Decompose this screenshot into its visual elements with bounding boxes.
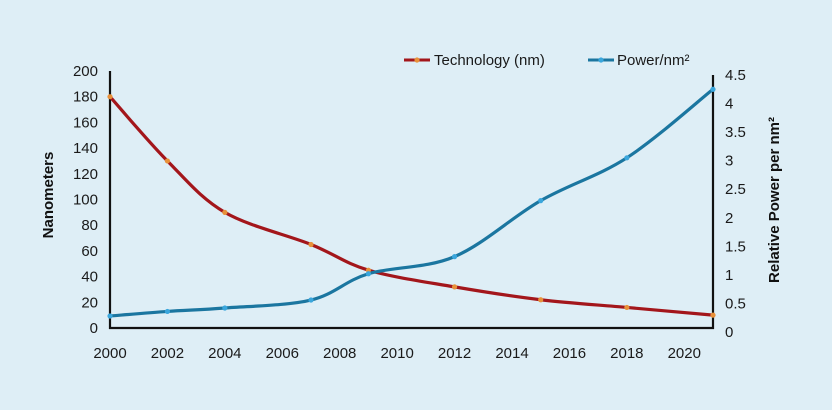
x-tick-label: 2002 [151,345,184,362]
series-line-1 [108,95,715,317]
y-axis-title-right: Relative Power per nm² [766,117,783,283]
data-point [308,297,314,303]
series-markers [107,86,716,319]
y-tick-label-left: 100 [73,192,98,209]
x-tick-label: 2016 [553,345,586,362]
y-tick-label-left: 20 [81,294,98,311]
y-tick-label-left: 160 [73,114,98,131]
legend: Technology (nm) Power/nm² [404,52,690,69]
y-tick-label-right: 2.5 [725,181,746,198]
y-tick-label-right: 1.5 [725,238,746,255]
y-tick-label-right: 4.5 [725,67,746,84]
legend-swatch-marker [598,57,604,63]
y-tick-label-left: 40 [81,269,98,286]
y-tick-label-right: 3.5 [725,124,746,141]
y-tick-label-right: 4 [725,96,733,113]
data-point [164,158,171,164]
series-line-2 [108,87,715,318]
data-point [710,86,716,92]
data-point [538,297,544,303]
y-tick-label-left: 0 [90,320,98,337]
y-tick-label-left: 140 [73,140,98,157]
x-tick-label: 2006 [266,345,299,362]
data-point [107,94,113,100]
y-tick-label-left: 200 [73,63,98,80]
axes [108,71,715,330]
y-tick-label-right: 0 [725,324,733,341]
data-point [538,198,544,204]
tick-labels: 2000 2002 2004 2006 2008 2010 2012 2014 2016 2018… [73,63,746,362]
data-point [222,305,228,311]
data-point [451,254,458,260]
data-point [710,312,716,318]
data-point [107,313,113,319]
data-point [624,304,630,311]
data-point [624,155,630,161]
legend-label: Power/nm² [617,52,690,69]
x-tick-label: 2000 [93,345,126,362]
y-tick-label-right: 1 [725,267,733,284]
x-tick-label: 2014 [495,345,528,362]
legend-item: Technology (nm) [404,52,545,69]
y-axis-title-left: Nanometers [40,152,57,239]
x-tick-label: 2020 [668,345,701,362]
y-tick-label-left: 120 [73,166,98,183]
y-tick-label-right: 2 [725,210,733,227]
data-point [308,241,314,248]
x-tick-label: 2008 [323,345,356,362]
y-tick-label-left: 180 [73,89,98,106]
legend-label: Technology (nm) [434,52,545,69]
x-tick-label: 2010 [380,345,413,362]
y-tick-label-left: 80 [81,217,98,234]
x-tick-label: 2018 [610,345,643,362]
data-point [164,308,171,315]
legend-item: Power/nm² [588,52,690,69]
x-tick-label: 2012 [438,345,471,362]
data-point [222,209,228,215]
y-tick-label-right: 3 [725,153,733,170]
legend-swatch-marker [414,57,420,63]
x-tick-label: 2004 [208,345,241,362]
data-point [365,271,372,277]
y-tick-label-left: 60 [81,243,98,260]
data-point [365,267,372,273]
data-point [451,284,458,290]
y-tick-label-right: 0.5 [725,295,746,312]
series-lines [108,87,715,318]
